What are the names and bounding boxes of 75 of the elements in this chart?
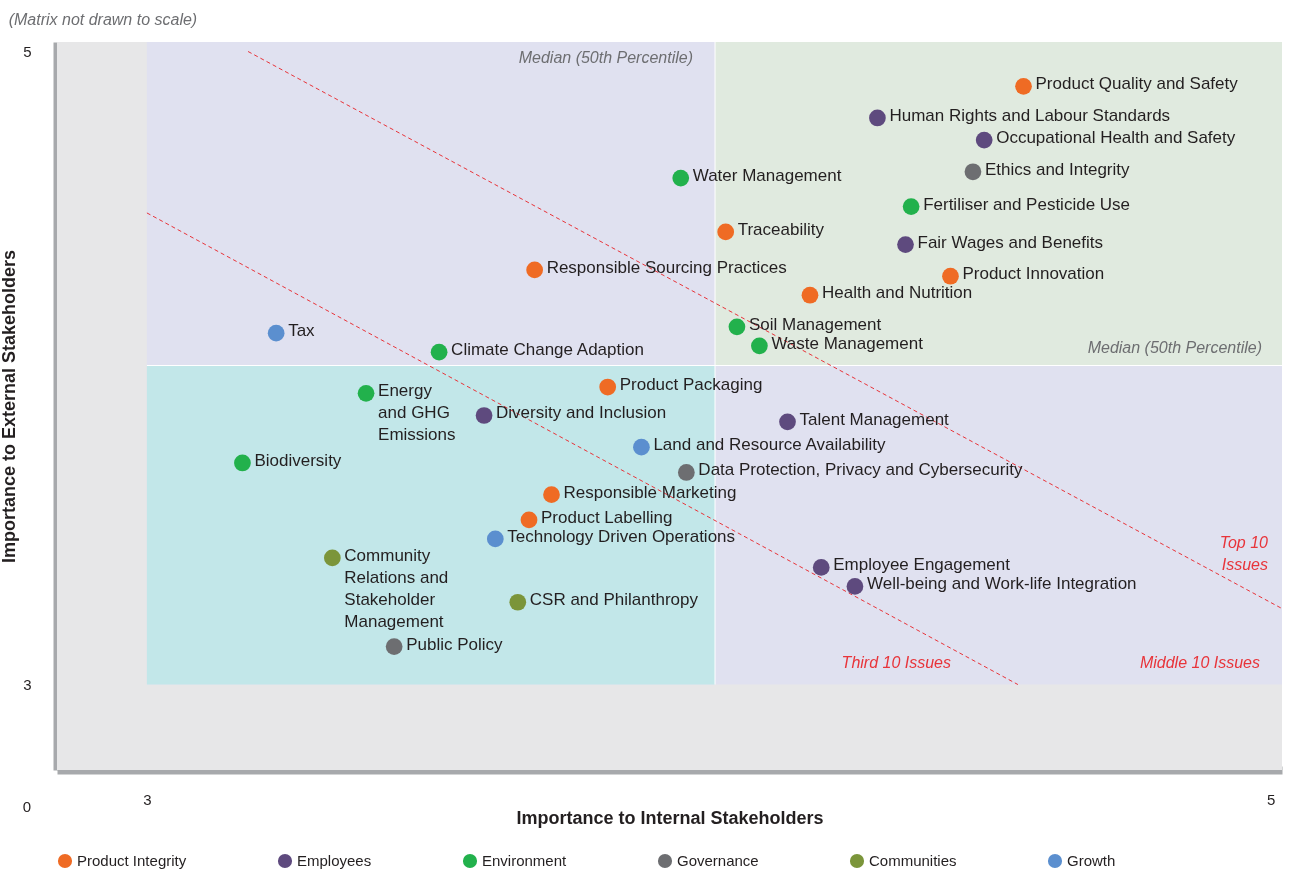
annotation: Fertiliser and Pesticide Use: [923, 194, 1131, 214]
point: [672, 169, 690, 187]
legend-label: Product Integrity: [77, 852, 187, 869]
annotation: Tax: [288, 321, 316, 341]
annotation: Responsible Sourcing Practices: [546, 257, 787, 277]
x-axis-title: Importance to Internal Stakeholders: [516, 807, 824, 828]
annotation: Land and Resource Availability: [653, 435, 887, 455]
point: [234, 454, 251, 472]
annotation: Community Relations and Stakeholder Management: [344, 545, 449, 631]
annotation: Data Protection, Privacy and Cybersecurity: [698, 460, 1023, 480]
point: [486, 530, 504, 548]
legend-label: Environment: [482, 852, 568, 869]
annotation: Ethics and Integrity: [984, 159, 1131, 179]
point: [357, 384, 375, 402]
annotation: Third 10 Issues: [841, 654, 951, 671]
point: [677, 464, 695, 481]
annotation: Well-being and Work-life Integration: [866, 574, 1137, 594]
annotation: Diversity and Inclusion: [496, 403, 667, 423]
annotation: Responsible Marketing: [563, 482, 737, 502]
point: [942, 267, 959, 285]
point: [430, 343, 448, 361]
y-axis-title: Importance to External Stakeholders: [0, 249, 20, 564]
annotation: Waste Management: [771, 333, 924, 353]
point: [897, 236, 914, 253]
annotation: Product Innovation: [962, 264, 1105, 284]
annotation: Fair Wages and Benefits: [917, 232, 1104, 252]
point: [599, 378, 617, 396]
annotation: CSR and Philanthropy: [529, 590, 699, 610]
legend-label: Growth: [1067, 852, 1116, 869]
annotation: Occupational Health and Safety: [996, 128, 1236, 148]
point: [323, 549, 341, 567]
point: [964, 163, 982, 181]
point: [751, 337, 768, 355]
point: [543, 486, 560, 503]
annotation: Product Packaging: [619, 375, 763, 395]
text: (Matrix not drawn to scale): [8, 10, 198, 28]
point: [728, 318, 746, 336]
point: [267, 324, 285, 342]
point: [1015, 77, 1032, 95]
point: [975, 131, 993, 149]
legend-label: Communities: [869, 852, 957, 869]
annotation: Water Management: [692, 166, 842, 186]
annotation: Talent Management: [799, 409, 950, 429]
annotation: Biodiversity: [254, 450, 342, 470]
annotation: Public Policy: [406, 634, 504, 654]
annotation: Employee Engagement: [833, 555, 1011, 575]
annotation: Traceability: [737, 219, 825, 239]
point: [869, 109, 886, 127]
ref-line-label: Median (50th Percentile): [518, 49, 694, 66]
text: 0: [22, 798, 31, 815]
annotation: Top 10 Issues: [1219, 534, 1269, 573]
annotation: Soil Management: [748, 314, 882, 334]
annotation: Product Quality and Safety: [1035, 74, 1239, 94]
point: [779, 413, 796, 431]
point: [385, 638, 403, 655]
point: [475, 407, 493, 424]
annotation: Technology Driven Operations: [507, 526, 736, 546]
legend-label: Governance: [677, 852, 759, 869]
point: [902, 198, 920, 215]
annotation: Human Rights and Labour Standards: [889, 105, 1171, 125]
point: [801, 286, 819, 304]
annotation: Climate Change Adaption: [451, 340, 644, 360]
annotation: Product Labelling: [541, 507, 673, 527]
annotation: Health and Nutrition: [821, 283, 973, 303]
point: [520, 511, 538, 529]
point: [526, 261, 543, 279]
point: [717, 223, 735, 241]
point: [633, 438, 650, 456]
annotation: Energy and GHG Emissions: [378, 381, 456, 445]
legend-label: Employees: [297, 852, 372, 869]
annotation: Middle 10 Issues: [1139, 654, 1260, 671]
point: [846, 578, 864, 595]
point: [812, 559, 830, 576]
ref-line-label: Median (50th Percentile): [1087, 339, 1262, 357]
point: [509, 593, 527, 611]
